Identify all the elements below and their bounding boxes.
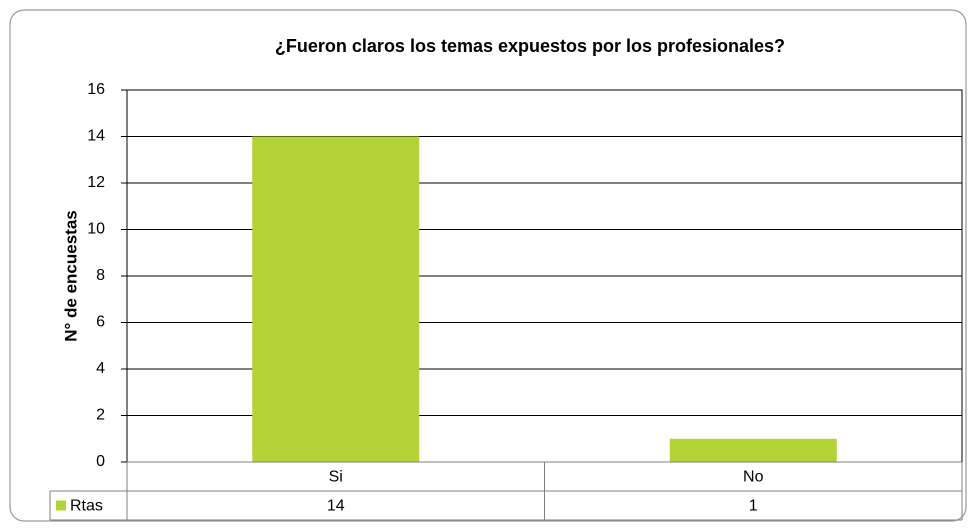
y-tick-label: 16 bbox=[87, 81, 105, 98]
y-tick-label: 4 bbox=[96, 360, 105, 377]
legend-label: Rtas bbox=[70, 498, 103, 515]
y-tick-label: 6 bbox=[96, 314, 105, 331]
y-tick-label: 10 bbox=[87, 221, 105, 238]
bar bbox=[252, 136, 420, 462]
x-tick-label: No bbox=[743, 469, 764, 486]
y-tick-label: 0 bbox=[96, 453, 105, 470]
data-table-value: 14 bbox=[327, 498, 345, 515]
y-tick-label: 8 bbox=[96, 267, 105, 284]
y-tick-label: 2 bbox=[96, 407, 105, 424]
x-tick-label: Si bbox=[329, 469, 343, 486]
bar bbox=[669, 438, 837, 462]
y-tick-label: 12 bbox=[87, 174, 105, 191]
chart-frame bbox=[9, 9, 967, 522]
legend-swatch bbox=[56, 500, 66, 511]
y-axis-label: N° de encuestas bbox=[61, 210, 80, 342]
chart-title: ¿Fueron claros los temas expuestos por l… bbox=[275, 36, 785, 56]
data-table-value: 1 bbox=[749, 498, 758, 515]
y-tick-label: 14 bbox=[87, 128, 105, 145]
